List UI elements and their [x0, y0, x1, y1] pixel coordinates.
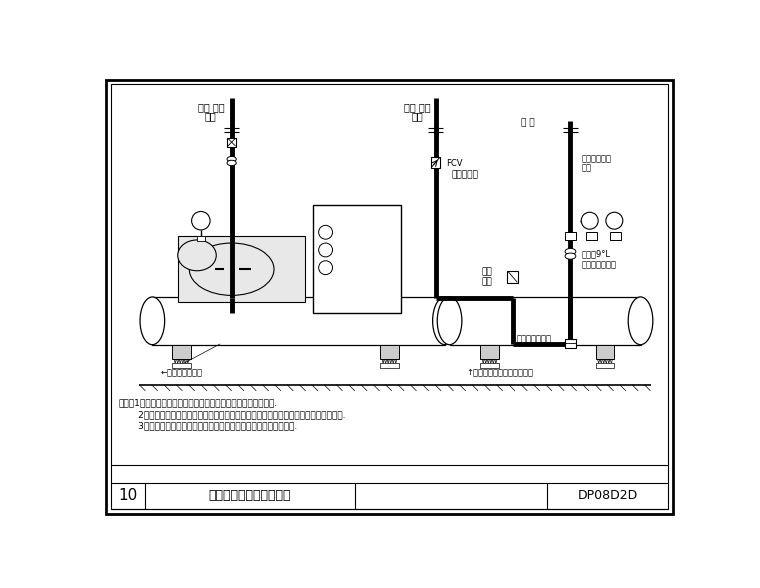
Text: ←離心式冰水機組: ←離心式冰水機組	[161, 369, 203, 377]
Bar	[197, 236, 204, 240]
Text: 冰水主機水管安裝示意圖: 冰水主機水管安裝示意圖	[208, 489, 290, 503]
Text: 附注：1、本圖冰水主機之外形為離心式冰水主機，其外形供參考.: 附注：1、本圖冰水主機之外形為離心式冰水主機，其外形供參考.	[119, 399, 277, 407]
Ellipse shape	[189, 243, 274, 295]
Text: DP08D2D: DP08D2D	[578, 489, 638, 503]
Bar	[596, 363, 614, 368]
Bar	[565, 339, 576, 348]
Text: 蝶閥: 蝶閥	[482, 278, 492, 287]
Text: 冰 水: 冰 水	[521, 118, 535, 128]
Ellipse shape	[227, 156, 236, 162]
Bar	[380, 363, 399, 368]
Bar	[178, 236, 305, 302]
Text: 進水: 進水	[582, 164, 592, 173]
Text: 閘門閥（考克）: 閘門閥（考克）	[517, 334, 552, 343]
Circle shape	[581, 212, 598, 229]
Bar	[480, 363, 499, 368]
Bar	[312, 205, 401, 313]
Ellipse shape	[629, 297, 653, 345]
Text: 出水: 出水	[411, 111, 423, 121]
Bar	[565, 232, 576, 240]
Bar	[380, 345, 399, 359]
Circle shape	[192, 212, 210, 230]
Ellipse shape	[227, 161, 236, 166]
Text: 進水: 進水	[205, 111, 217, 121]
Text: ↑排水至排水溝或地板落水頭: ↑排水至排水溝或地板落水頭	[467, 368, 534, 377]
Text: 雙球式防震水管: 雙球式防震水管	[582, 260, 617, 269]
Circle shape	[318, 225, 333, 239]
Text: 3、在冰水及冷卻水管（共四處）均設置支撐架各橡皮墊減震裝置.: 3、在冰水及冷卻水管（共四處）均設置支撐架各橡皮墊減震裝置.	[119, 422, 298, 431]
Text: 2、任何型式和類之冰水主機，其主要水管均包含冰水進、出水管及冷卻水進、出水管.: 2、任何型式和類之冰水主機，其主要水管均包含冰水進、出水管及冷卻水進、出水管.	[119, 410, 346, 419]
Text: 10: 10	[118, 489, 138, 503]
Bar	[480, 345, 499, 359]
Text: （冰 水）: （冰 水）	[198, 102, 224, 112]
Bar	[596, 345, 614, 359]
Bar	[152, 297, 445, 345]
Text: 出水: 出水	[482, 268, 492, 277]
Bar	[173, 363, 191, 368]
Ellipse shape	[437, 297, 462, 345]
Text: （冷卻水）: （冷卻水）	[451, 171, 478, 180]
Ellipse shape	[140, 297, 165, 345]
Ellipse shape	[565, 248, 576, 255]
Ellipse shape	[565, 253, 576, 259]
Bar	[586, 232, 597, 240]
Bar	[508, 270, 518, 283]
Text: 溫度計9°L: 溫度計9°L	[582, 249, 611, 258]
Circle shape	[318, 260, 333, 275]
Bar	[610, 232, 620, 240]
Text: FCV: FCV	[445, 159, 462, 168]
Bar	[173, 345, 191, 359]
Circle shape	[606, 212, 622, 229]
Ellipse shape	[432, 297, 458, 345]
Ellipse shape	[178, 240, 217, 270]
Circle shape	[318, 243, 333, 257]
Text: （冰 水）: （冰 水）	[404, 102, 430, 112]
Bar	[227, 138, 236, 147]
Text: 壓力錶附考克: 壓力錶附考克	[582, 155, 612, 163]
Bar	[450, 297, 641, 345]
Bar	[431, 157, 440, 168]
